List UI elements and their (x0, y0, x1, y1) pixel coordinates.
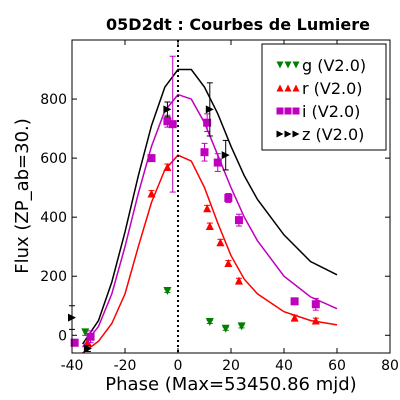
point-r-10 (311, 316, 320, 325)
model-curves (81, 68, 338, 353)
x-tick-label: 60 (328, 358, 346, 374)
legend-marker-r (276, 84, 284, 92)
point-i-7 (213, 158, 222, 167)
legend-marker-g (276, 61, 284, 69)
point-g-1 (163, 286, 172, 295)
point-i-5 (200, 148, 209, 157)
point-g-0 (81, 328, 90, 337)
legend-marker-i (284, 107, 292, 115)
legend-marker-z (276, 130, 284, 138)
point-i-1 (86, 332, 95, 341)
legend-label-i: i (V2.0) (302, 102, 360, 121)
point-r-5 (205, 222, 214, 231)
x-tick-label: 40 (275, 358, 293, 374)
point-r-4 (203, 204, 212, 213)
point-z-3 (205, 105, 214, 114)
point-z-1 (83, 344, 92, 353)
point-g-4 (237, 322, 246, 331)
data-points (68, 55, 320, 353)
point-i-11 (311, 300, 320, 309)
legend-marker-i (276, 107, 284, 115)
legend-marker-z (284, 130, 292, 138)
x-axis-label: Phase (Max=53450.86 mjd) (105, 374, 356, 395)
y-axis-label: Flux (ZP_ab=30.) (12, 118, 33, 274)
point-i-10 (290, 297, 299, 306)
y-tick-label: 0 (58, 328, 67, 344)
legend-marker-r (284, 84, 292, 92)
legend-marker-g (292, 61, 300, 69)
point-r-6 (216, 238, 225, 247)
x-tick-label: -20 (114, 358, 137, 374)
x-tick-label: 80 (381, 358, 399, 374)
point-r-9 (290, 313, 299, 322)
y-tick-label: 600 (40, 151, 67, 167)
point-z-2 (163, 105, 172, 114)
point-i-8 (224, 193, 233, 202)
point-i-6 (203, 118, 212, 127)
legend-label-z: z (V2.0) (302, 125, 364, 144)
point-i-9 (234, 216, 243, 225)
point-r-2 (147, 189, 156, 198)
point-i-0 (70, 338, 79, 347)
legend-marker-z (292, 130, 300, 138)
point-r-8 (234, 276, 243, 285)
x-tick-label: 20 (222, 358, 240, 374)
y-tick-label: 200 (40, 269, 67, 285)
point-g-3 (221, 324, 230, 333)
model-curve-i (82, 93, 338, 348)
y-tick-label: 400 (40, 210, 67, 226)
chart-title: 05D2dt : Courbes de Lumiere (106, 15, 370, 34)
legend-marker-i (292, 107, 300, 115)
legend-label-r: r (V2.0) (302, 79, 363, 98)
legend-label-g: g (V2.0) (302, 56, 366, 75)
point-i-2 (147, 154, 156, 163)
point-i-3 (163, 117, 172, 126)
legend-marker-g (284, 61, 292, 69)
model-curve-r (82, 154, 338, 353)
point-r-7 (224, 258, 233, 267)
legend-marker-r (292, 84, 300, 92)
point-z-4 (221, 151, 230, 160)
legend: g (V2.0) r (V2.0) i (V2.0) z (V2.0) (261, 43, 387, 151)
point-g-2 (205, 317, 214, 326)
y-tick-label: 800 (40, 92, 67, 108)
x-tick-label: -40 (61, 358, 84, 374)
x-tick-label: 0 (174, 358, 183, 374)
point-i-4 (168, 120, 177, 129)
y-axis-ticks: 0 200 400 600 800 (40, 92, 390, 344)
model-curve-z (81, 68, 338, 345)
point-r-3 (163, 162, 172, 171)
x-axis-ticks: -40 -20 0 20 40 60 80 (61, 40, 399, 374)
